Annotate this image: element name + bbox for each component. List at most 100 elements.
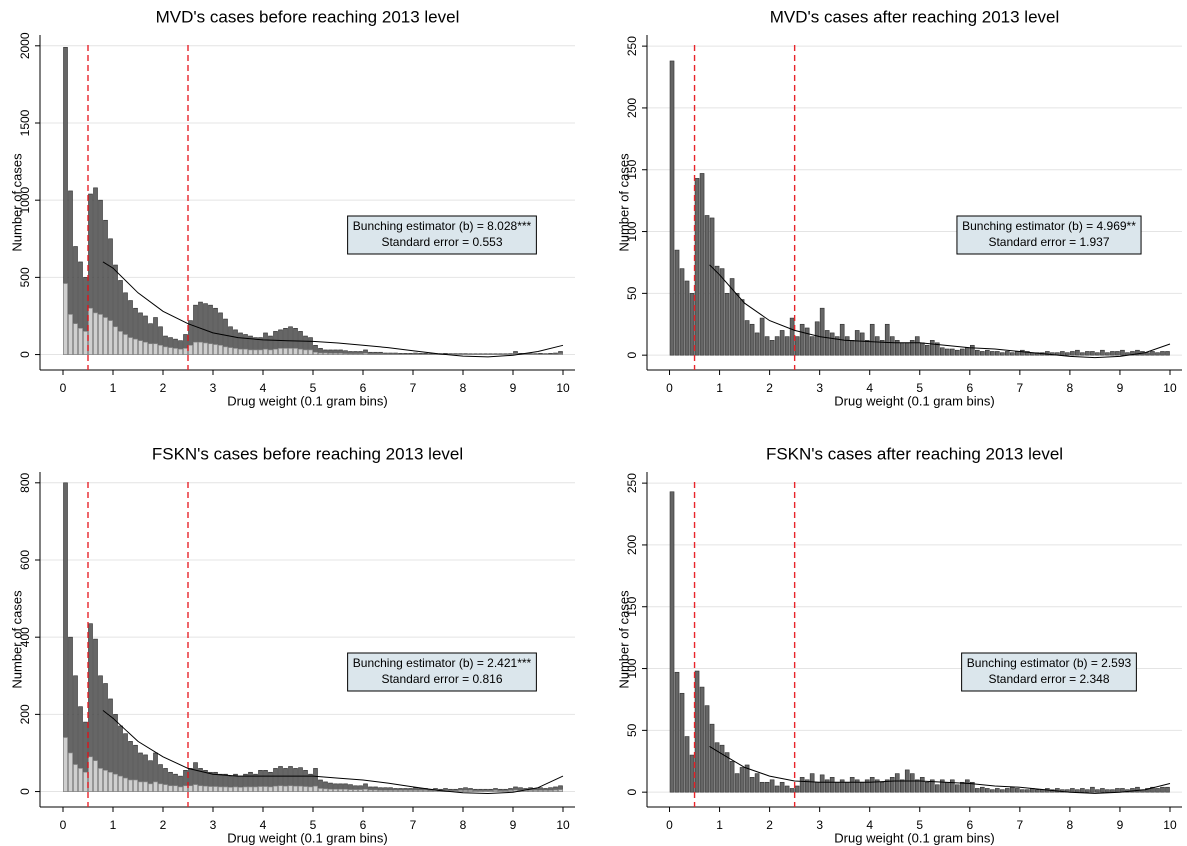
bar: [1050, 352, 1055, 356]
bar: [985, 788, 990, 793]
bar-subset: [108, 320, 113, 355]
fit-curve: [102, 261, 564, 358]
bar-subset: [198, 341, 203, 355]
bar-subset: [128, 779, 133, 792]
bar: [1160, 786, 1165, 793]
bar: [919, 342, 925, 356]
x-tick-label: 5: [916, 818, 923, 832]
y-tick-label: 0: [18, 351, 32, 358]
bar: [739, 299, 745, 356]
x-tick-label: 5: [310, 381, 317, 395]
annotation-box: [347, 652, 537, 692]
bar-subset: [113, 773, 118, 792]
bar-subset: [213, 344, 218, 355]
bar-subset: [308, 786, 313, 792]
bar: [894, 340, 900, 356]
bar: [779, 330, 785, 356]
x-tick-label: 0: [666, 381, 673, 395]
bar-subset: [93, 312, 98, 355]
bar: [1165, 786, 1170, 793]
bar: [784, 785, 790, 793]
panel-title: MVD's cases before reaching 2013 level: [156, 7, 460, 26]
bar-subset: [343, 353, 348, 355]
bar: [959, 348, 965, 356]
bar: [1115, 351, 1120, 356]
bar-subset: [423, 790, 428, 792]
bar-subset: [223, 786, 228, 792]
bar: [754, 332, 760, 356]
y-tick-label: 50: [625, 286, 639, 300]
bar-subset: [228, 347, 233, 355]
bar-subset: [178, 786, 183, 792]
y-tick-label: 250: [625, 36, 639, 56]
bar: [1150, 786, 1155, 793]
bar-subset: [388, 790, 393, 792]
x-tick-label: 3: [816, 381, 823, 395]
bar: [824, 330, 830, 356]
bar-subset: [353, 353, 358, 355]
bar-subset: [68, 752, 73, 792]
bar: [849, 777, 855, 793]
x-tick-label: 4: [866, 381, 873, 395]
bar-subset: [238, 787, 243, 792]
bar-subset: [303, 349, 308, 355]
annotation-text: Bunching estimator (b) = 8.028***: [353, 219, 532, 233]
bar: [754, 773, 760, 793]
bar-subset: [133, 338, 138, 355]
bar: [1100, 349, 1105, 356]
annotation-text: Bunching estimator (b) = 2.593: [967, 656, 1132, 670]
bar-subset: [368, 789, 373, 792]
bar: [794, 785, 800, 793]
x-tick-label: 10: [556, 818, 570, 832]
x-tick-label: 3: [210, 381, 217, 395]
bar: [1150, 351, 1155, 356]
bar-subset: [248, 786, 253, 792]
bar-subset: [253, 349, 258, 355]
bar: [744, 320, 750, 356]
bar: [924, 781, 930, 793]
bar-subset: [63, 737, 68, 792]
x-tick-label: 2: [160, 818, 167, 832]
x-tick-label: 4: [260, 381, 267, 395]
bar: [1155, 352, 1160, 356]
y-tick-label: 800: [18, 472, 32, 492]
bar: [1090, 351, 1095, 356]
bar: [719, 268, 725, 356]
bar-subset: [108, 771, 113, 792]
y-tick-label: 0: [625, 352, 639, 359]
bar: [944, 348, 950, 356]
bar-subset: [358, 353, 363, 355]
bar-subset: [283, 785, 288, 792]
bar-subset: [418, 790, 423, 792]
bar-subset: [123, 334, 128, 355]
bar-subset: [278, 785, 283, 792]
bar-subset: [248, 349, 253, 355]
bar: [824, 779, 830, 793]
bar-subset: [163, 784, 168, 792]
bar-subset: [133, 779, 138, 792]
y-axis-label: Number of cases: [616, 590, 631, 689]
bar: [990, 351, 995, 356]
bar-subset: [243, 348, 248, 355]
x-tick-label: 10: [1163, 381, 1177, 395]
bar-subset: [238, 348, 243, 355]
bar-subset: [188, 344, 193, 355]
bar: [774, 785, 780, 793]
bar: [869, 777, 875, 793]
bar: [1065, 352, 1070, 356]
bar: [975, 349, 980, 356]
bar-subset: [543, 790, 548, 792]
bar-subset: [483, 790, 488, 792]
bar-subset: [128, 337, 133, 355]
x-tick-label: 6: [360, 381, 367, 395]
bar: [799, 323, 805, 356]
bar: [980, 786, 985, 793]
y-tick-label: 0: [625, 789, 639, 796]
x-tick-label: 1: [110, 818, 117, 832]
bar-subset: [168, 347, 173, 355]
bar: [749, 323, 755, 356]
bar: [724, 752, 730, 793]
bar-subset: [508, 790, 513, 792]
bar-subset: [318, 788, 323, 792]
bar: [1105, 352, 1110, 356]
